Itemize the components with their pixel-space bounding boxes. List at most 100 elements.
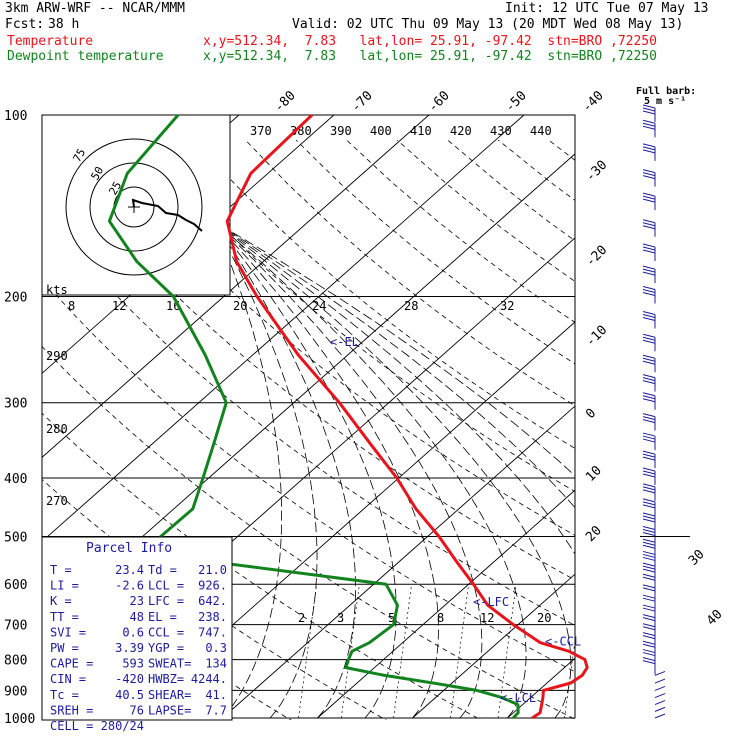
pressure-tick-label: 600 [4, 578, 27, 593]
valid-time: Valid: 02 UTC Thu 09 May 13 (20 MDT Wed … [292, 17, 684, 32]
wind-barb-flag [642, 584, 656, 589]
wind-barb-flag [642, 416, 656, 421]
theta-e-scale-label: 24 [312, 299, 326, 313]
parcel-info-value: 280/24 [101, 719, 144, 733]
wind-barb-flag [642, 604, 656, 609]
wind-barb-flag [642, 169, 656, 174]
parcel-info-value: -2.6 [115, 579, 144, 593]
parcel-info-key: PW = [50, 641, 79, 655]
isotherm-label: -70 [349, 88, 376, 115]
wind-barb-flag [642, 550, 656, 555]
parcel-info-value: 3.39 [115, 641, 144, 655]
forecast-hour: 38 h [48, 17, 80, 32]
moist-adiabat [213, 220, 527, 719]
theta-label: 400 [370, 124, 392, 138]
mixing-ratio-label: 20 [537, 611, 551, 625]
parcel-info-value: 238. [198, 610, 227, 624]
wind-barb [654, 713, 666, 719]
dry-adiabat [650, 140, 740, 731]
parcel-info-value: 0.3 [205, 641, 227, 655]
temperature-legend-info: x,y=512.34, 7.83 lat,lon= 25.91, -97.42 … [203, 34, 657, 49]
wind-barb-flag [642, 119, 656, 124]
isotherm-label: 40 [704, 607, 726, 629]
theta-label: 410 [410, 124, 432, 138]
parcel-info-key: SWEAT= [148, 657, 191, 671]
theta-label: 420 [450, 124, 472, 138]
isotherm-line [603, 115, 740, 718]
isotherm-label: -60 [426, 88, 453, 115]
parcel-info-key: CCL = [148, 625, 184, 639]
parcel-info-key: LCL = [148, 579, 184, 593]
wind-barb-flag [642, 531, 656, 536]
wind-barb-flag [642, 438, 656, 443]
pressure-tick-label: 500 [4, 530, 27, 545]
isotherm-label: -10 [583, 323, 610, 350]
dry-adiabat [42, 278, 575, 673]
wind-barb-flag [642, 544, 656, 549]
level-marker-label: <-CCL [545, 635, 581, 649]
wind-barb-flag [642, 413, 656, 418]
wind-barb-flag [642, 398, 656, 403]
isotherm-label: -80 [272, 88, 299, 115]
hodograph-trace [131, 198, 203, 232]
parcel-info-key: SVI = [50, 625, 86, 639]
pressure-tick-label: 900 [4, 684, 27, 699]
wind-barb-flag [642, 498, 656, 503]
dewpoint-legend: Dewpoint temperature [7, 49, 164, 64]
wind-barb-flag [642, 623, 656, 628]
wind-barb-flag [642, 573, 656, 578]
wind-barb-flag [642, 640, 656, 645]
theta-label: 430 [490, 124, 512, 138]
wind-barb-flag [642, 556, 656, 561]
wind-barb-flag [642, 292, 656, 297]
dewpoint-profile [107, 114, 520, 720]
wind-barb-flag [642, 310, 656, 315]
parcel-info-value: 7.7 [205, 703, 227, 717]
wind-barb-flag [642, 617, 656, 622]
wind-barb-flag [642, 587, 656, 592]
hodograph-box [41, 114, 231, 296]
wind-barb [654, 700, 666, 706]
level-marker-label: <-LCL [500, 691, 536, 705]
parcel-info-key: LFC = [148, 594, 184, 608]
wind-barb-flag [642, 316, 656, 321]
parcel-info-key: CELL = [50, 719, 93, 733]
wind-barb-flag [642, 512, 656, 517]
wind-barb-flag [642, 286, 656, 291]
wind-barb-flag [642, 249, 656, 254]
parcel-info-value: 23.4 [115, 563, 144, 577]
pressure-tick-label: 100 [4, 109, 27, 124]
wind-barb-flag [642, 528, 656, 533]
isotherm-line [317, 489, 575, 719]
wind-barb [654, 678, 666, 684]
theta-e-scale-label: 28 [404, 299, 418, 313]
wind-barb-flag [642, 172, 656, 177]
parcel-info-value: 0.6 [122, 625, 144, 639]
wind-barb [654, 693, 666, 699]
parcel-info-key: EL = [148, 610, 177, 624]
wind-barb-flag [642, 470, 656, 475]
wind-barb-flag [642, 271, 656, 276]
wind-barb-flag [642, 652, 656, 657]
pressure-tick-label: 200 [4, 291, 27, 306]
wind-barb-flag [642, 538, 656, 543]
parcel-info-key: YGP = [148, 641, 184, 655]
parcel-info-key: K = [50, 594, 72, 608]
hodograph-ring-label: 50 [88, 164, 106, 182]
wind-barb-flag [642, 360, 656, 365]
wind-barb-flag [642, 357, 656, 362]
wind-barb-flag [642, 419, 656, 424]
wind-barb-flag [642, 122, 656, 127]
isotherm-label: -20 [583, 243, 610, 270]
theta-e-scale-label: 12 [112, 299, 126, 313]
wind-barb-flag [642, 143, 656, 148]
isotherm-label: 0 [583, 406, 599, 422]
parcel-info-value: 21.0 [198, 563, 227, 577]
mixing-ratio-label: 8 [437, 611, 444, 625]
wind-barb-flag [642, 541, 656, 546]
pressure-tick-label: 300 [4, 397, 27, 412]
parcel-info-key: CAPE = [50, 657, 93, 671]
wind-barb-flag [642, 268, 656, 273]
model-title: 3km ARW-WRF -- NCAR/MMM [5, 1, 186, 16]
wind-barb-flag [642, 501, 656, 506]
